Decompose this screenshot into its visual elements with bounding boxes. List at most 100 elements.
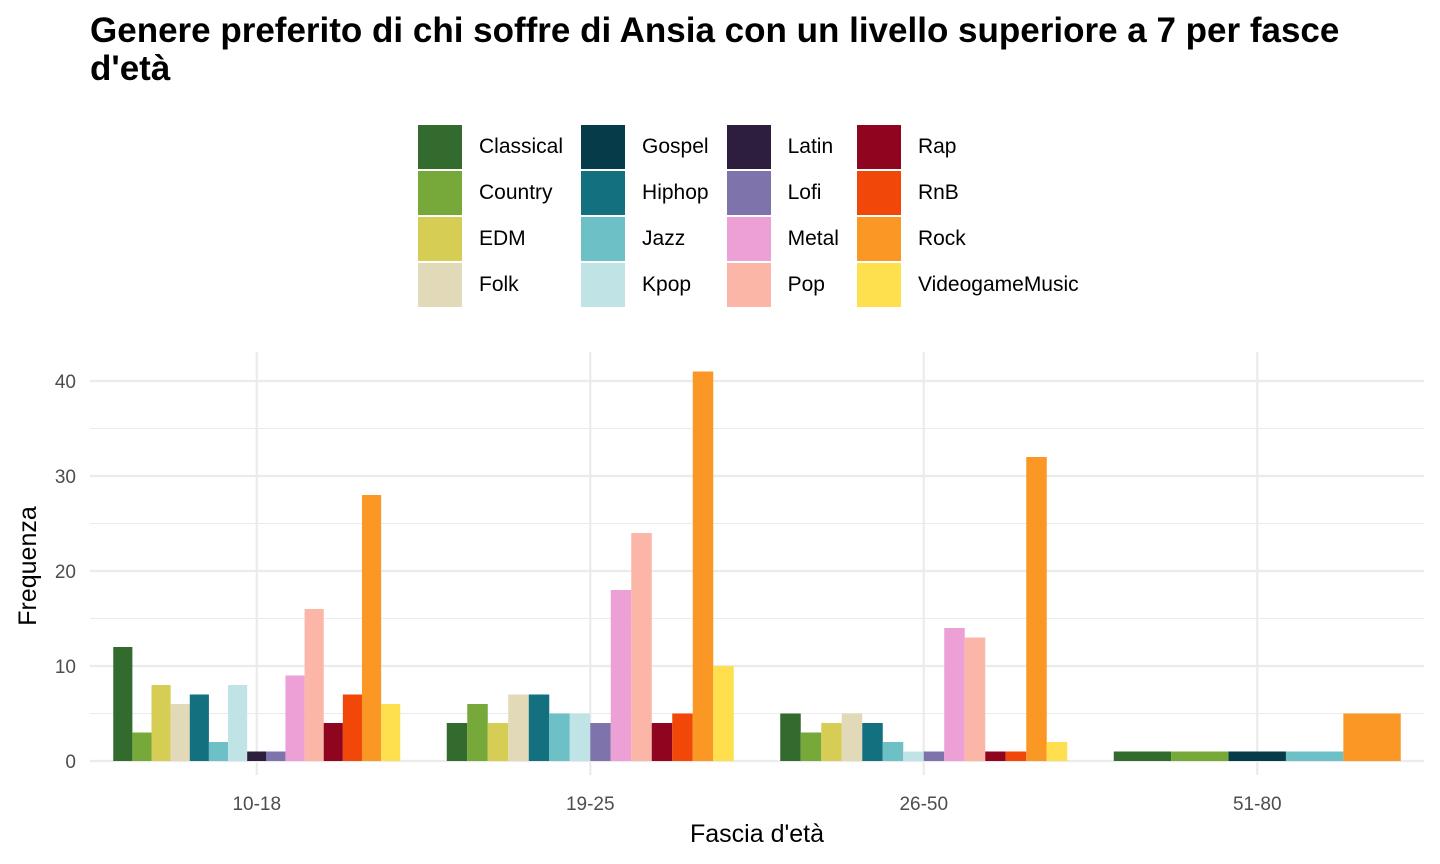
legend-item: Rap [856, 124, 1079, 170]
bar-hiphop-26-50 [862, 723, 883, 761]
legend-swatch [418, 217, 462, 261]
bar-jazz-19-25 [549, 713, 570, 761]
legend-label: Pop [787, 273, 825, 296]
bar-lofi-26-50 [923, 751, 945, 761]
bar-edm-26-50 [821, 723, 842, 761]
legend-swatch [581, 125, 626, 169]
x-tick-label: 19-25 [566, 794, 615, 815]
legend-swatch [856, 217, 901, 261]
bar-rock-10-18 [361, 495, 382, 761]
y-axis-title: Frequenza [14, 506, 42, 626]
bar-pop-26-50 [964, 637, 986, 761]
legend-item: Jazz [581, 216, 709, 262]
legend-item: Rock [856, 216, 1079, 262]
bar-classical-10-18 [113, 647, 133, 761]
bar-hiphop-10-18 [189, 694, 209, 761]
bar-rock-19-25 [692, 371, 714, 761]
legend-column: Classical Country EDM Folk [418, 124, 563, 308]
bar-kpop-10-18 [228, 685, 248, 761]
bar-country-26-50 [800, 732, 822, 761]
legend-item: Country [418, 170, 563, 216]
legend-item: Metal [726, 216, 839, 262]
legend-label: Metal [787, 227, 839, 250]
x-tick-label: 51-80 [1233, 794, 1282, 815]
y-tick-label: 0 [65, 752, 76, 773]
bar-rnb-19-25 [672, 713, 693, 761]
bar-gospel-51-80 [1228, 751, 1286, 761]
bar-kpop-26-50 [903, 751, 924, 761]
legend-swatch [856, 125, 901, 169]
bar-latin-10-18 [247, 751, 267, 761]
legend: Classical Country EDM Folk Gospel Hiphop Jazz K… [418, 124, 1097, 308]
bar-country-19-25 [467, 704, 488, 761]
bar-folk-10-18 [170, 704, 190, 761]
bar-videogamemusic-19-25 [713, 666, 734, 761]
legend-label: Gospel [642, 135, 709, 158]
legend-label: Rap [917, 135, 957, 158]
bar-classical-19-25 [446, 723, 468, 761]
legend-item: Pop [726, 262, 839, 308]
legend-label: Folk [479, 273, 519, 296]
legend-label: Hiphop [642, 181, 709, 204]
legend-item: Kpop [581, 262, 709, 308]
y-tick-label: 30 [55, 467, 76, 488]
legend-column: Rap RnB Rock VideogameMusic [856, 124, 1079, 308]
y-tick-label: 40 [55, 372, 76, 393]
legend-item: RnB [856, 170, 1079, 216]
bar-metal-26-50 [944, 628, 965, 761]
bar-metal-19-25 [610, 590, 632, 761]
legend-label: Country [479, 181, 553, 204]
legend-label: VideogameMusic [917, 273, 1079, 296]
legend-column: Latin Lofi Metal Pop [726, 124, 839, 308]
bar-jazz-26-50 [882, 742, 904, 761]
bar-videogamemusic-26-50 [1046, 742, 1068, 761]
legend-swatch [418, 171, 462, 215]
legend-item: Hiphop [581, 170, 709, 216]
bar-metal-10-18 [285, 675, 305, 761]
bar-folk-26-50 [841, 713, 863, 761]
bar-rnb-10-18 [342, 694, 362, 761]
bar-classical-51-80 [1113, 751, 1172, 761]
legend-swatch [856, 263, 901, 307]
legend-label: Latin [787, 135, 834, 158]
bar-rap-10-18 [323, 723, 343, 761]
bar-rock-51-80 [1343, 713, 1401, 761]
tick-labels: 0 10 20 30 40 10-18 19-25 26-50 51-80 [55, 372, 1282, 815]
legend-label: Classical [479, 135, 564, 158]
legend-item: VideogameMusic [856, 262, 1079, 308]
bar-jazz-51-80 [1285, 751, 1344, 761]
y-tick-label: 20 [55, 562, 76, 583]
bar-edm-10-18 [151, 685, 171, 761]
legend-label: EDM [479, 227, 526, 250]
legend-column: Gospel Hiphop Jazz Kpop [581, 124, 709, 308]
bar-hiphop-19-25 [528, 694, 550, 761]
legend-swatch [418, 263, 462, 307]
legend-swatch [581, 217, 626, 261]
bar-rap-19-25 [651, 723, 673, 761]
bar-pop-10-18 [304, 609, 324, 761]
bar-kpop-19-25 [569, 713, 591, 761]
legend-item: Classical [418, 124, 563, 170]
legend-swatch [726, 171, 771, 215]
bar-classical-26-50 [780, 713, 801, 761]
legend-swatch [581, 171, 626, 215]
legend-swatch [581, 263, 626, 307]
legend-item: Lofi [726, 170, 839, 216]
bars [113, 371, 1401, 761]
bar-country-51-80 [1171, 751, 1229, 761]
bar-rap-26-50 [985, 751, 1006, 761]
legend-swatch [726, 263, 771, 307]
legend-swatch [418, 125, 462, 169]
x-axis-title: Fascia d'età [690, 820, 824, 848]
legend-label: RnB [917, 181, 959, 204]
legend-item: EDM [418, 216, 563, 262]
bar-rnb-26-50 [1005, 751, 1027, 761]
legend-item: Gospel [581, 124, 709, 170]
bar-jazz-10-18 [208, 742, 229, 761]
bar-country-10-18 [132, 732, 152, 761]
y-tick-label: 10 [55, 657, 76, 678]
legend-label: Rock [917, 227, 966, 250]
x-tick-label: 26-50 [899, 794, 948, 815]
bar-lofi-10-18 [266, 751, 286, 761]
